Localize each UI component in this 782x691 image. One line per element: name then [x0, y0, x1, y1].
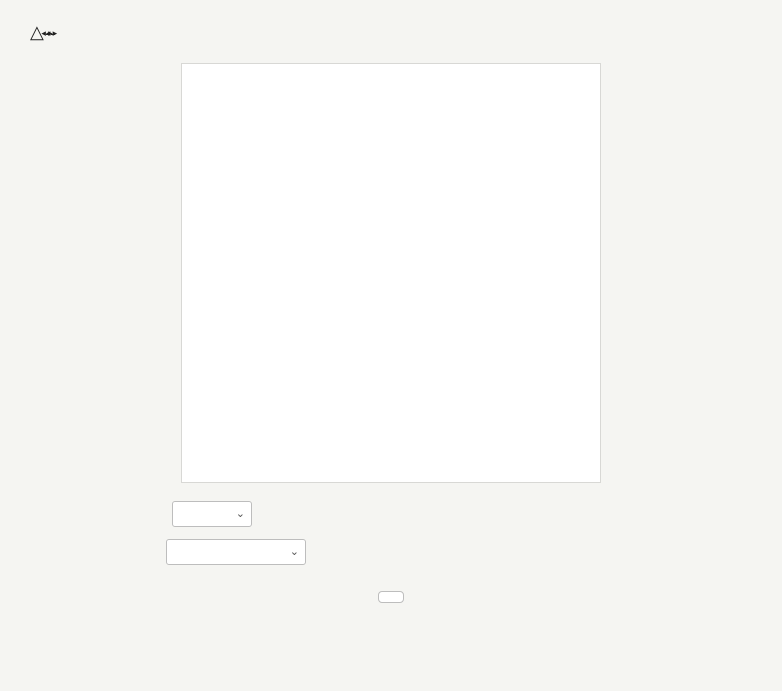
answer-select-2[interactable]: ⌄	[166, 539, 306, 565]
answer-select-1[interactable]: ⌄	[172, 501, 252, 527]
statements-block: ⌄ ⌄	[166, 501, 616, 608]
chevron-down-icon: ⌄	[290, 543, 299, 561]
problem-statement: △	[30, 20, 752, 45]
geometry-figure	[181, 63, 601, 483]
chevron-down-icon: ⌄	[236, 505, 245, 523]
statement-3: ⌄	[166, 501, 616, 527]
statement-3b: ⌄	[166, 539, 616, 565]
try-button[interactable]	[378, 591, 404, 603]
figure-container	[30, 63, 752, 483]
try-button-row	[166, 591, 616, 608]
